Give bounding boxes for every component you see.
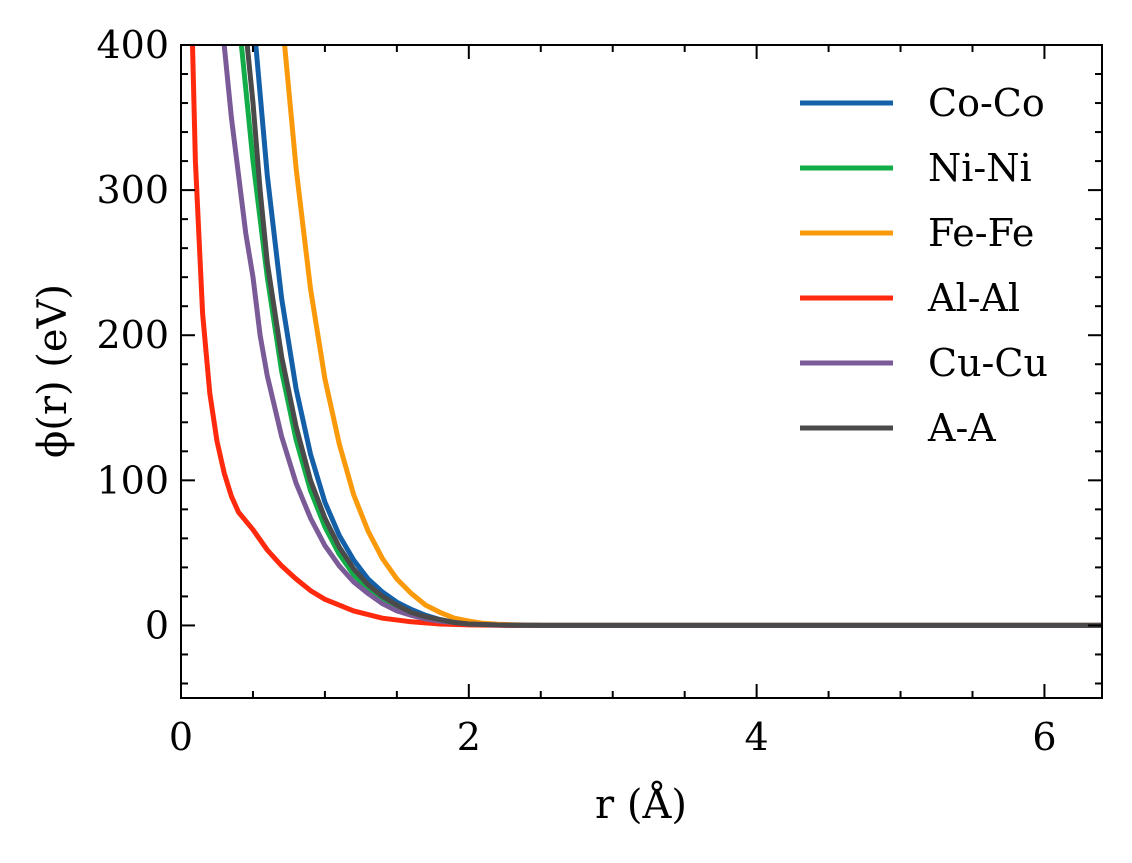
y-tick-label: 300 xyxy=(96,168,169,212)
legend-label-cu-cu: Cu-Cu xyxy=(928,341,1048,385)
x-axis-label: r (Å) xyxy=(595,781,687,828)
y-tick-label: 100 xyxy=(96,458,169,502)
series-layer xyxy=(190,45,1102,628)
legend-label-al-al: Al-Al xyxy=(927,276,1020,320)
series-line-a-a xyxy=(244,45,1102,628)
y-axis: 0 100 200 300 400 xyxy=(96,23,1102,685)
legend-label-fe-fe: Fe-Fe xyxy=(928,211,1034,255)
legend: Co-Co Ni-Ni Fe-Fe Al-Al Cu-Cu A-A xyxy=(800,81,1048,450)
series-line-cu-cu xyxy=(221,45,1102,628)
series-line-co-co xyxy=(253,45,1102,628)
x-axis: 0 2 4 6 xyxy=(169,45,1057,759)
x-tick-label: 0 xyxy=(169,715,193,759)
legend-label-a-a: A-A xyxy=(927,406,996,450)
y-tick-label: 0 xyxy=(145,603,169,647)
plot-frame xyxy=(180,44,1103,699)
y-tick-label: 400 xyxy=(96,23,169,67)
legend-label-co-co: Co-Co xyxy=(928,81,1045,125)
y-tick-label: 200 xyxy=(96,313,169,357)
y-axis-label: ϕ(r) (eV) xyxy=(30,284,76,458)
x-tick-label: 2 xyxy=(457,715,481,759)
x-tick-label: 6 xyxy=(1032,715,1056,759)
x-tick-label: 4 xyxy=(745,715,769,759)
series-line-fe-fe xyxy=(282,45,1102,628)
legend-label-ni-ni: Ni-Ni xyxy=(928,146,1032,190)
